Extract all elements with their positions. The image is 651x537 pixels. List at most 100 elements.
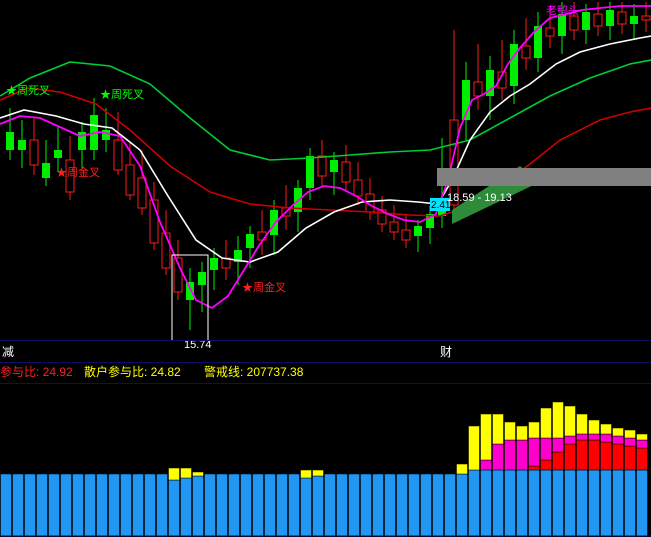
volume-bar-blue [432, 473, 444, 537]
volume-bar-blue [72, 473, 84, 537]
volume-bar-yellow [480, 413, 492, 461]
volume-bar-yellow [180, 467, 192, 479]
marker-label-zhousicha-2[interactable]: ★周死叉 [100, 90, 144, 101]
volume-bar-blue [528, 469, 540, 537]
volume-bar-blue [252, 473, 264, 537]
volume-bar-blue [204, 473, 216, 537]
volume-bar-yellow [300, 469, 312, 479]
volume-bar-blue [48, 473, 60, 537]
candle-body [558, 14, 566, 36]
volume-bar-blue [180, 477, 192, 537]
volume-bar-blue [624, 469, 636, 537]
marker-label-zhousicha-1[interactable]: ★周死叉 [6, 86, 50, 97]
marker-text: 周死叉 [111, 89, 144, 101]
volume-bar-blue [504, 469, 516, 537]
volume-bar-blue [36, 473, 48, 537]
candle-body [462, 80, 470, 120]
volume-bar-yellow [468, 425, 480, 471]
volume-bar-blue [372, 473, 384, 537]
candle-body [497, 71, 507, 89]
star-icon: ★ [100, 89, 111, 101]
ma-magenta-line [0, 5, 651, 310]
candle-body [137, 177, 147, 209]
volume-bar-blue [516, 469, 528, 537]
price-chart-svg[interactable] [0, 0, 651, 340]
candle-body [389, 221, 399, 233]
volume-bar-yellow [528, 421, 540, 439]
volume-bar-yellow [552, 401, 564, 439]
candle-body [341, 161, 351, 183]
volume-bar-blue [216, 473, 228, 537]
volume-bar-magenta [492, 443, 504, 471]
volume-bar-yellow [636, 433, 648, 441]
volume-bar-blue [468, 469, 480, 537]
candle-body [545, 27, 555, 37]
volume-bar-blue [636, 469, 648, 537]
volume-bar-blue [120, 473, 132, 537]
volume-bar-blue [420, 473, 432, 537]
volume-bar-magenta [540, 437, 552, 461]
ma-red-line [0, 87, 651, 217]
candle-body [353, 179, 363, 197]
info-center-label: 财 [440, 345, 453, 359]
volume-chart-svg[interactable] [0, 385, 651, 537]
volume-bar-magenta [588, 433, 600, 441]
info-bar-bottom-divider [0, 383, 651, 384]
candle-body [125, 164, 135, 196]
volume-bar-red [564, 443, 576, 471]
candle-body [569, 15, 579, 31]
candle-body [317, 155, 327, 177]
volume-bar-blue [312, 475, 324, 537]
candle-body [198, 272, 206, 285]
candle-body [414, 226, 422, 236]
marker-label-zhoujincha-2[interactable]: ★周金叉 [242, 283, 286, 294]
price-range-label: 18.59 - 19.13 [447, 192, 512, 204]
volume-bar-blue [300, 477, 312, 537]
candle-body [18, 140, 26, 150]
candle-body [617, 11, 627, 25]
volume-bar-blue [456, 473, 468, 537]
volume-bar-yellow [456, 463, 468, 475]
price-pane[interactable]: ★周死叉 ★周死叉 ★周金叉 ★周金叉 老鸭头 18.59 - 19.13 2.… [0, 0, 651, 351]
candle-body [606, 10, 614, 26]
candle-body [426, 214, 434, 228]
volume-bar-magenta [612, 435, 624, 445]
candle-body [173, 257, 183, 293]
volume-bar-blue [192, 475, 204, 537]
marker-text: 周死叉 [17, 85, 50, 97]
volume-bar-blue [576, 469, 588, 537]
volume-bar-magenta [600, 433, 612, 443]
volume-bar-blue [108, 473, 120, 537]
candle-body [449, 119, 459, 206]
marker-text: 周金叉 [67, 167, 100, 179]
volume-bar-magenta [624, 437, 636, 447]
volume-bar-blue [24, 473, 36, 537]
volume-bar-blue [84, 473, 96, 537]
candle-body [246, 234, 254, 248]
volume-pane[interactable] [0, 385, 651, 537]
volume-bar-yellow [600, 423, 612, 435]
volume-bar-yellow [576, 413, 588, 435]
star-icon: ★ [56, 167, 67, 179]
volume-bar-magenta [516, 439, 528, 471]
price-tag-label: 2.41 [431, 200, 451, 211]
volume-bar-yellow [312, 469, 324, 477]
candle-body [486, 70, 494, 96]
volume-bar-magenta [636, 439, 648, 449]
volume-bar-magenta [564, 435, 576, 445]
marker-label-laoyatou[interactable]: 老鸭头 [546, 6, 579, 17]
volume-bar-yellow [168, 467, 180, 481]
volume-bar-blue [540, 469, 552, 537]
candle-body [306, 156, 314, 188]
indicator-info-bar: 减 财 参与比: 24.92 散户参与比: 24.82 警戒线: 207737.… [0, 340, 651, 385]
volume-bar-red [528, 465, 540, 471]
volume-bar-yellow [192, 471, 204, 477]
price-highlight-band [437, 168, 651, 186]
candle-body [582, 12, 590, 30]
info-left-label: 减 [2, 345, 15, 359]
volume-bar-blue [492, 469, 504, 537]
volume-bar-blue [156, 473, 168, 537]
volume-bar-magenta [528, 437, 540, 467]
marker-label-zhoujincha-1[interactable]: ★周金叉 [56, 168, 100, 179]
